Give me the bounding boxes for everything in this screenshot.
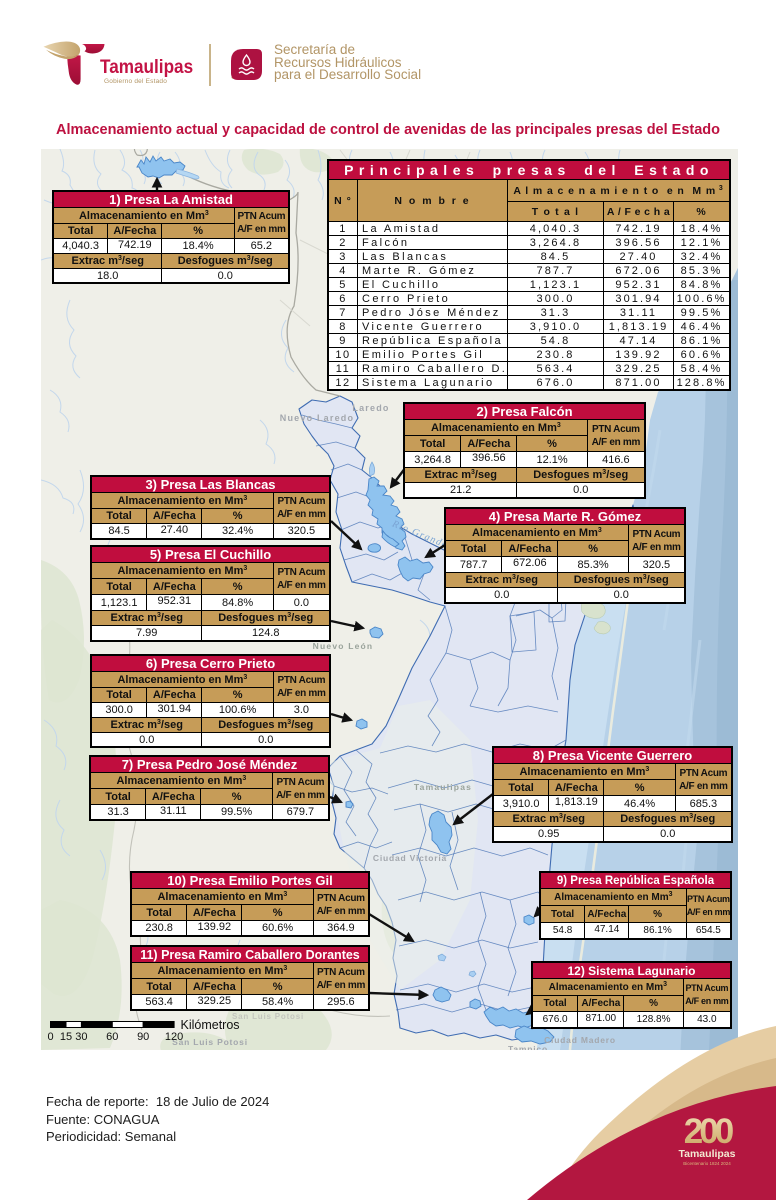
svg-text:Nuevo Laredo: Nuevo Laredo — [280, 413, 354, 423]
svg-text:120: 120 — [165, 1031, 183, 1043]
svg-text:Nuevo León: Nuevo León — [313, 641, 374, 651]
svg-text:Ciudad Victoria: Ciudad Victoria — [373, 853, 447, 863]
svg-text:Tamaulipas: Tamaulipas — [679, 1148, 736, 1160]
svg-text:Bicentenario 1824 2024: Bicentenario 1824 2024 — [683, 1161, 731, 1166]
svg-text:Tamaulipas: Tamaulipas — [414, 782, 472, 792]
svg-text:60: 60 — [106, 1031, 118, 1043]
svg-text:30: 30 — [75, 1031, 87, 1043]
svg-text:15: 15 — [60, 1031, 72, 1043]
svg-text:0: 0 — [47, 1031, 53, 1043]
svg-text:San Luis Potosi: San Luis Potosi — [172, 1037, 248, 1047]
svg-text:200: 200 — [684, 1112, 734, 1151]
svg-text:Kilómetros: Kilómetros — [181, 1018, 240, 1032]
svg-text:San Luis Potosi: San Luis Potosi — [232, 1012, 304, 1021]
svg-text:Ciudad Madero: Ciudad Madero — [544, 1035, 616, 1045]
svg-text:90: 90 — [137, 1031, 149, 1043]
svg-text:Laredo: Laredo — [352, 403, 389, 413]
svg-text:Tampico: Tampico — [508, 1044, 548, 1054]
